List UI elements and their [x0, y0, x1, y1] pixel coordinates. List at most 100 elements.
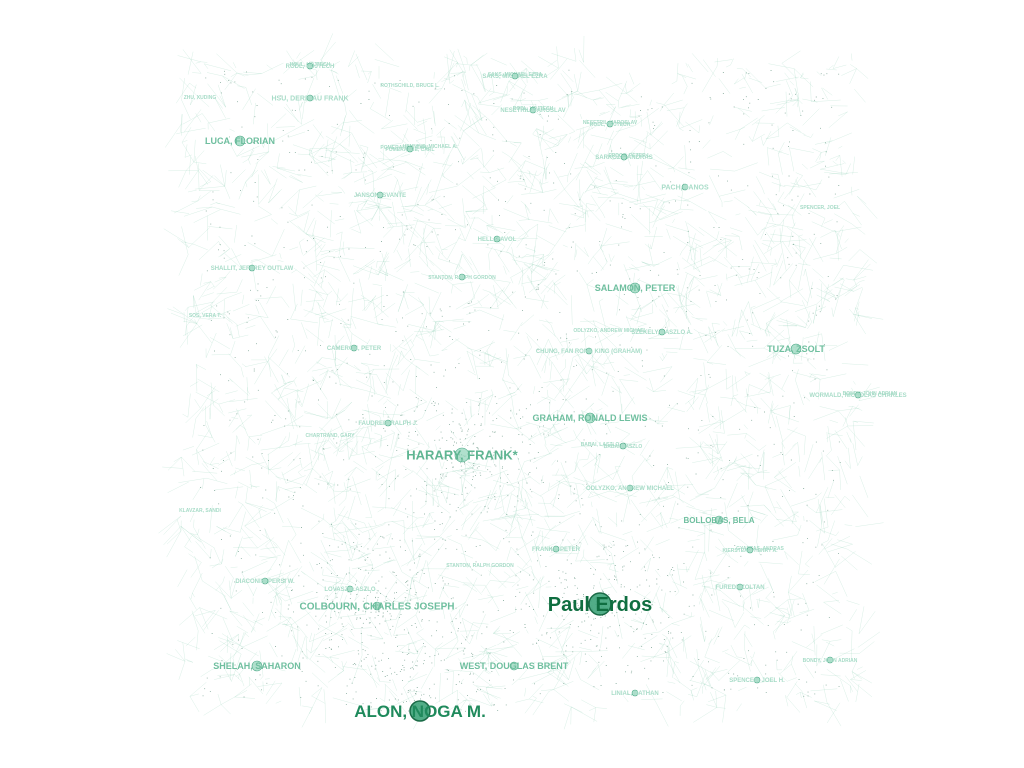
node-label: LINIAL, NATHAN: [611, 691, 659, 697]
node-marker: [511, 72, 519, 80]
node-luca: LUCA, FLORIAN: [205, 135, 275, 147]
node-label: PACH, JANOS: [661, 185, 709, 192]
node-marker: [619, 442, 627, 450]
node-jansen: JANSON, SVANTE: [354, 191, 406, 199]
node-sarkozy: SARKOZY, ANDRAS: [595, 153, 653, 161]
node-marker: [585, 347, 593, 355]
node-marker: [826, 656, 834, 664]
field-label: KLAVZAR, SANDI: [179, 508, 221, 514]
node-marker: [736, 583, 744, 591]
node-label: BOLLOBAS, BELA: [683, 516, 754, 525]
node-marker: [658, 328, 666, 336]
node-marker: [346, 585, 354, 593]
node-marker: [409, 700, 431, 722]
node-hell: HELL, PAVOL: [478, 235, 517, 243]
node-marker: [714, 515, 724, 525]
node-tuza: TUZA, ZSOLT: [767, 343, 825, 355]
node-west: WEST, DOUGLAS BRENT: [460, 661, 569, 671]
node-label: SZEKELY, LASZLO A.: [631, 330, 693, 336]
field-label: BABAI, LASZLO: [581, 442, 620, 448]
node-pomerance: POMERANCE, CARL: [385, 145, 435, 153]
node-linial: LINIAL, NATHAN: [611, 689, 659, 697]
node-harary: HARARY, FRANK*: [406, 448, 518, 463]
node-label: SPENCER, JOEL H.: [729, 678, 785, 684]
node-nesetril: NESETRIL, JAROSLAV: [500, 106, 566, 114]
node-label: HSU, DERBIAU FRANK: [272, 96, 349, 103]
node-label: ALON, NOGA M.: [354, 702, 486, 721]
node-label: TUZA, ZSOLT: [767, 344, 825, 354]
node-faudree: FAUDREE, RALPH J.: [358, 419, 418, 427]
field-label: POMERANCE, CARL: [380, 145, 429, 151]
node-marker: [248, 264, 256, 272]
node-marker: [350, 344, 358, 352]
node-label: JANSON, SVANTE: [354, 193, 406, 199]
node-oda: ODLYZKO, ANDREW MICHAEL: [586, 484, 674, 492]
node-label: BABAI, LASZLO: [604, 444, 643, 450]
node-stanton: STANTON, RALPH GORDON: [428, 273, 496, 281]
node-marker: [406, 145, 414, 153]
node-layer: Paul Erdos ALON, NOGA M. HARARY, FRANK* COL…: [205, 62, 907, 722]
field-label: SOS, VERA T.: [189, 313, 222, 319]
node-marker: [234, 135, 246, 147]
node-pach: PACH, JANOS: [661, 183, 709, 192]
node-alon: ALON, NOGA M.: [354, 700, 486, 722]
node-salamon: SALAMON, PETER: [595, 282, 676, 294]
node-marker: [588, 592, 612, 616]
field-label: BONDY, JOHN ADRIAN: [843, 391, 898, 397]
node-label: ODLYZKO, ANDREW MICHAEL: [586, 486, 674, 492]
node-marker: [606, 120, 614, 128]
node-label: RODL, VOJTECH: [590, 122, 631, 128]
node-marker: [629, 282, 641, 294]
field-label: CHARTRAND, GARY: [306, 433, 356, 439]
node-label: SARKOZY, ANDRAS: [595, 155, 652, 161]
node-colbourn: COLBOURN, CHARLES JOSEPH: [299, 602, 454, 613]
node-marker: [584, 412, 596, 424]
edge-bundle: [158, 33, 884, 730]
node-marker: [790, 343, 802, 355]
node-marker: [552, 545, 560, 553]
field-label: HENNING, MICHAEL A.: [403, 144, 458, 150]
node-szekely: SZEKELY, LASZLO A.: [631, 328, 693, 336]
node-label: FUREDI, ZOLTAN: [715, 585, 764, 591]
node-label: DIACONIS, PERSI W.: [235, 579, 295, 585]
node-marker: [251, 660, 263, 672]
node-label: LUCA, FLORIAN: [205, 136, 275, 146]
node-marker: [306, 62, 314, 70]
node-marker: [854, 391, 862, 399]
node-chung: CHUNG, FAN RONG KING (GRAHAM): [536, 347, 642, 355]
node-erdos: Paul Erdos: [548, 592, 652, 616]
node-marker: [529, 106, 537, 114]
node-label: KIERSTEAD, HENRY A.: [722, 548, 778, 554]
node-rodl: RODL, VOJTECH: [286, 62, 334, 70]
node-label: Paul Erdos: [548, 594, 652, 616]
node-marker: [746, 546, 754, 554]
node-marker: [376, 191, 384, 199]
node-label: SALAMON, PETER: [595, 283, 676, 293]
node-label: HELL, PAVOL: [478, 237, 517, 243]
node-marker: [261, 577, 269, 585]
node-label: COLBOURN, CHARLES JOSEPH: [299, 602, 454, 613]
node-saks: SAKS, MICHAEL EZRA: [482, 72, 548, 80]
node-label: CAMERON, PETER: [327, 346, 382, 352]
field-label: GYARFAS, ANDRAS: [736, 546, 784, 552]
node-rodl2: RODL, VOJTECH: [590, 120, 631, 128]
node-furedi: FUREDI, ZOLTAN: [715, 583, 765, 591]
field-label: ERDOS, PETER L.: [608, 153, 652, 159]
node-hsu: HSU, DERBIAU FRANK: [272, 94, 349, 103]
node-marker: [493, 235, 501, 243]
field-label: ZHU, XUDING: [184, 95, 217, 101]
node-spencer: SPENCER, JOEL H.: [729, 676, 785, 684]
node-diaconis: DIACONIS, PERSI W.: [235, 577, 295, 585]
node-lovasz: LOVASZ, LASZLO: [324, 585, 376, 593]
node-marker: [384, 419, 392, 427]
node-label: LOVASZ, LASZLO: [324, 587, 376, 593]
node-label: GRAHAM, RONALD LEWIS: [533, 413, 648, 423]
node-label: SAKS, MICHAEL EZRA: [482, 74, 548, 80]
node-marker: [753, 676, 761, 684]
node-label: HARARY, FRANK*: [406, 448, 518, 463]
node-label: BONDY, JOHN ADRIAN: [803, 658, 858, 664]
node-shelah: SHELAH, SAHARON: [213, 660, 301, 672]
node-marker: [620, 153, 628, 161]
node-marker: [509, 661, 519, 671]
node-wormald: WORMALD, NICHOLAS CHARLES: [809, 391, 907, 399]
